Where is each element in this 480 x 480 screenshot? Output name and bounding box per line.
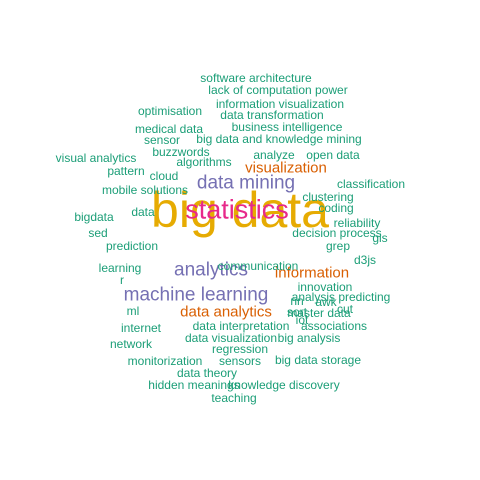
word-buzzwords: buzzwords <box>152 145 210 159</box>
word-classification: classification <box>336 177 406 191</box>
word-software-architecture: software architecture <box>200 71 312 85</box>
word-knowledge-discovery: knowledge discovery <box>228 378 340 392</box>
word-medical-data: medical data <box>134 122 204 136</box>
word-coding: coding <box>318 201 354 215</box>
word-ml: ml <box>126 304 140 318</box>
word-data-transformation: data transformation <box>220 108 324 122</box>
word-business-intelligence: business intelligence <box>231 120 343 134</box>
word-statistics: statistics <box>185 194 289 225</box>
word-reliability: reliability <box>333 216 381 230</box>
word-prediction: prediction <box>105 239 159 253</box>
word-pattern: pattern <box>107 164 145 178</box>
word-visualization: visualization <box>245 159 327 177</box>
word-information: information <box>274 264 350 282</box>
word-d3js: d3js <box>353 253 377 267</box>
word-open-data: open data <box>306 148 360 162</box>
word-sort: sort <box>286 305 308 319</box>
word-lack-of-computation-power: lack of computation power <box>208 83 348 97</box>
word-r: r <box>120 273 124 287</box>
word-big-data-and-knowledge-mining: big data and knowledge mining <box>196 132 362 146</box>
word-regression: regression <box>211 342 269 356</box>
word-machine-learning: machine learning <box>123 284 269 306</box>
word-sensor: sensor <box>143 133 181 147</box>
word-gis: gis <box>372 231 388 245</box>
word-data-theory: data theory <box>176 366 238 380</box>
word-mobile-solutions: mobile solutions <box>101 183 189 197</box>
word-iot: iot <box>295 313 309 327</box>
word-clustering: clustering <box>302 190 354 204</box>
word-data: data <box>131 205 155 219</box>
word-data-interpretation: data interpretation <box>192 319 290 333</box>
word-visual-analytics: visual analytics <box>55 151 137 165</box>
word-awk: awk <box>315 295 337 309</box>
word-network: network <box>109 337 153 351</box>
word-teaching: teaching <box>211 391 257 405</box>
word-data-analytics: data analytics <box>180 303 272 321</box>
word-decision-process: decision process <box>292 226 382 240</box>
word-sensors: sensors <box>218 354 262 368</box>
word-analytics: analytics <box>174 259 248 281</box>
word-cloud: cloud <box>149 169 179 183</box>
word-monitorization: monitorization <box>127 354 203 368</box>
word-learning: learning <box>98 261 142 275</box>
word-analyze: analyze <box>253 148 295 162</box>
word-big-data: big data <box>151 182 329 238</box>
word-communication: communication <box>217 259 299 273</box>
word-data-mining: data mining <box>196 172 296 194</box>
word-nn: nn <box>290 294 304 308</box>
word-sed: sed <box>88 226 108 240</box>
word-analysis-predicting: analysis predicting <box>291 290 391 304</box>
word-innovation: innovation <box>297 280 353 294</box>
word-algorithms: algorithms <box>176 155 232 169</box>
word-grep: grep <box>325 239 351 253</box>
word-internet: internet <box>120 321 162 335</box>
word-master-data: master data <box>287 306 351 320</box>
word-bigdata: bigdata <box>74 210 114 224</box>
word-associations: associations <box>300 319 368 333</box>
word-big-analysis: big analysis <box>277 331 341 345</box>
word-cut: cut <box>336 302 354 316</box>
word-big-data-storage: big data storage <box>274 353 362 367</box>
word-information-visualization: information visualization <box>215 97 345 111</box>
word-hidden-meanings: hidden meanings <box>148 378 240 392</box>
word-optimisation: optimisation <box>137 104 203 118</box>
word-data-visualization: data visualization <box>184 331 278 345</box>
